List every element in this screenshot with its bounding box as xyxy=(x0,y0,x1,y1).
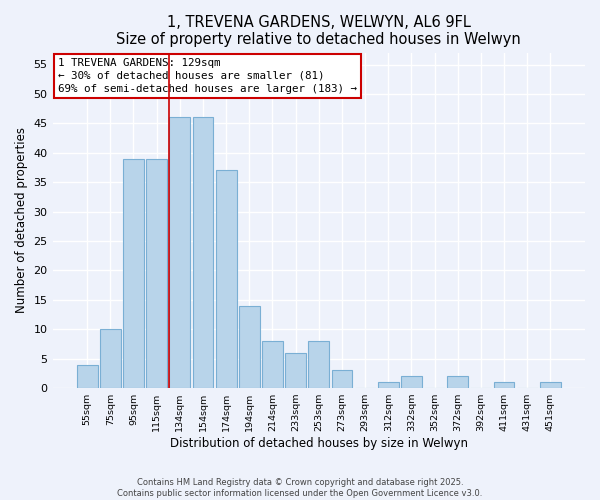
Bar xyxy=(448,376,468,388)
Bar xyxy=(308,341,329,388)
Title: 1, TREVENA GARDENS, WELWYN, AL6 9FL
Size of property relative to detached houses: 1, TREVENA GARDENS, WELWYN, AL6 9FL Size… xyxy=(116,15,521,48)
Bar xyxy=(169,118,190,388)
Bar xyxy=(216,170,236,388)
Bar xyxy=(494,382,514,388)
Bar xyxy=(262,341,283,388)
Bar xyxy=(193,118,214,388)
Bar xyxy=(123,158,144,388)
Bar xyxy=(540,382,561,388)
Bar xyxy=(146,158,167,388)
Bar xyxy=(332,370,352,388)
Bar xyxy=(285,353,306,388)
Text: 1 TREVENA GARDENS: 129sqm
← 30% of detached houses are smaller (81)
69% of semi-: 1 TREVENA GARDENS: 129sqm ← 30% of detac… xyxy=(58,58,357,94)
Bar xyxy=(100,329,121,388)
Y-axis label: Number of detached properties: Number of detached properties xyxy=(15,128,28,314)
Text: Contains HM Land Registry data © Crown copyright and database right 2025.
Contai: Contains HM Land Registry data © Crown c… xyxy=(118,478,482,498)
Bar xyxy=(77,364,98,388)
X-axis label: Distribution of detached houses by size in Welwyn: Distribution of detached houses by size … xyxy=(170,437,468,450)
Bar xyxy=(239,306,260,388)
Bar xyxy=(401,376,422,388)
Bar xyxy=(378,382,398,388)
